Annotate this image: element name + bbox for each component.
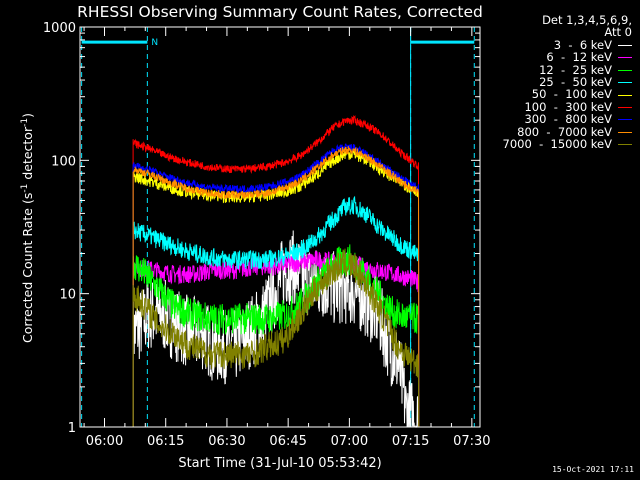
legend-label: 6 - 12 keV [546,50,612,65]
series-layer [132,114,420,428]
legend-label: 7000 - 15000 keV [502,137,612,152]
legend-header-line2: Att 0 [604,25,632,40]
y-tick-label: 1000 [43,21,76,36]
legend-label: 100 - 300 keV [524,99,612,114]
series-line [132,251,420,428]
legend-entry: 800 - 7000 keV [503,124,632,139]
x-axis: 06:00 06:15 06:30 06:45 07:00 07:15 07:30 [83,27,491,449]
legend-swatch [618,107,632,109]
legend-entry: 50 - 100 keV [503,87,632,102]
legend-entry: 7000 - 15000 keV [503,138,632,150]
legend-label: 300 - 800 keV [524,112,612,127]
legend-swatch [618,57,632,59]
legend-label: 25 - 50 keV [539,75,612,90]
legend-swatch [618,144,632,146]
y-axis-label: Corrected Count Rate (s-1 detector-1) [20,113,35,343]
series-line [132,195,420,428]
series-line [132,146,420,428]
legend-entry: 6 - 12 keV [503,50,632,65]
y-tick-label: 100 [51,154,76,169]
y-tick-label: 10 [59,288,76,303]
x-tick-label: 07:00 [331,434,368,449]
x-tick-label: 06:00 [86,434,123,449]
timestamp: 15-Oct-2021 17:11 [552,465,634,474]
legend-header-line1: Det 1,3,4,5,6,9, [542,13,632,27]
legend-swatch [618,131,632,133]
x-tick-label: 06:30 [208,434,245,449]
legend-label: 800 - 7000 keV [517,124,612,139]
legend-entry: 300 - 800 keV [503,112,632,127]
legend: Det 1,3,4,5,6,9, Att 0 3 - 6 keV 6 - 12 k… [503,14,632,150]
y-tick-label: 1 [68,421,76,436]
legend-swatch [618,94,632,96]
legend-swatch [618,69,632,71]
series-line [132,248,420,428]
legend-entry: 3 - 6 keV [503,37,632,52]
legend-label: 3 - 6 keV [553,37,612,52]
x-tick-label: 07:15 [392,434,429,449]
x-tick-label: 07:30 [453,434,490,449]
chart-title: RHESSI Observing Summary Count Rates, Co… [77,3,483,21]
legend-label: 50 - 100 keV [531,87,612,102]
plot-frame [79,26,481,428]
legend-label: 12 - 25 keV [539,62,612,77]
series-line [132,114,420,428]
legend-swatch [618,45,632,47]
x-tick-label: 06:45 [269,434,306,449]
legend-entry: 100 - 300 keV [503,99,632,114]
y-axis: 1 10 100 1000 [43,21,480,436]
legend-entry: 12 - 25 keV [503,62,632,77]
x-axis-label: Start Time (31-Jul-10 05:53:42) [178,456,381,471]
legend-swatch [618,82,632,84]
x-tick-label: 06:15 [147,434,184,449]
legend-swatch [618,119,632,121]
night-label: N [151,38,158,48]
legend-entry: 25 - 50 keV [503,76,632,88]
